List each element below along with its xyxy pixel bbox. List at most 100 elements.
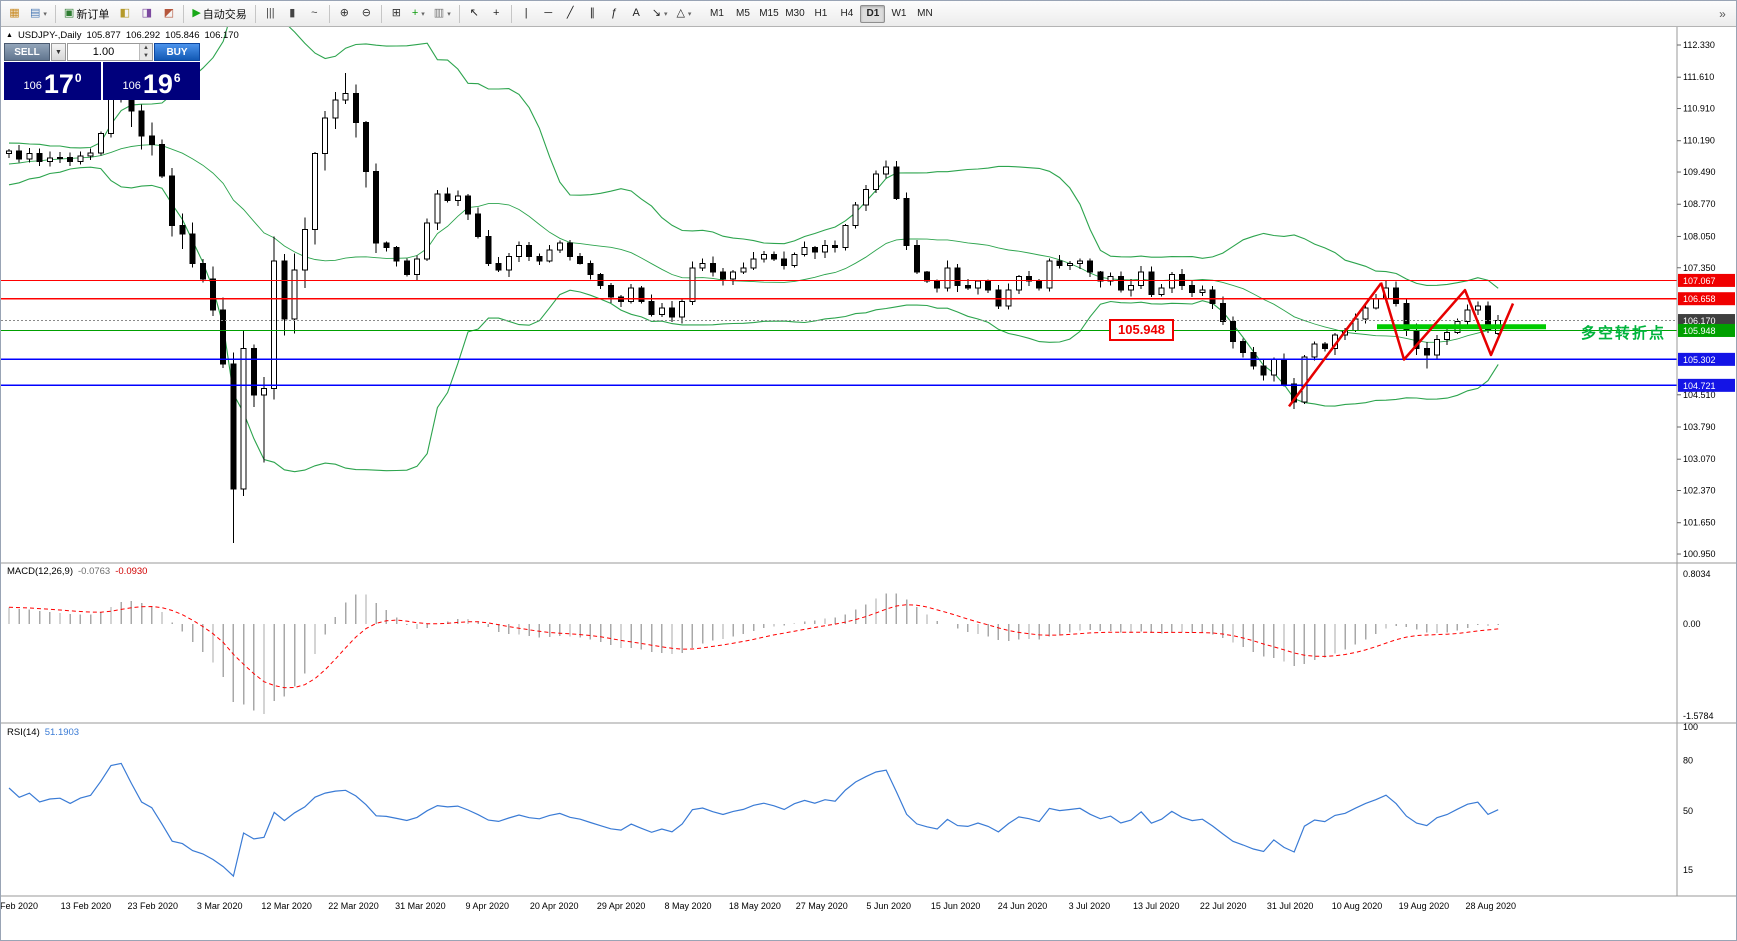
- price-tag: 106.658: [1678, 292, 1735, 306]
- buy-price-button[interactable]: 106 19 6: [103, 62, 200, 100]
- zoom-out-icon[interactable]: ⊖: [361, 7, 371, 19]
- trend-line-object[interactable]: [1287, 282, 1383, 408]
- date-axis-label: 9 Apr 2020: [466, 901, 510, 911]
- rsi-axis-label: 15: [1683, 865, 1693, 875]
- date-axis-label: 22 Jul 2020: [1200, 901, 1247, 911]
- toolbar-separator: [458, 4, 460, 23]
- rsi-axis-label: 50: [1683, 806, 1693, 816]
- price-axis-label: 101.650: [1683, 518, 1716, 528]
- templates-icon[interactable]: ▥ ▾: [433, 7, 451, 19]
- svg-text:107.067: 107.067: [1683, 276, 1716, 286]
- sell-price-button[interactable]: 106 17 0: [4, 62, 101, 100]
- price-axis-label: 110.910: [1683, 104, 1715, 114]
- toolbar-separator: [54, 4, 56, 23]
- timeframe-m15[interactable]: M15: [759, 8, 779, 19]
- ohlc-low: 105.846: [165, 30, 200, 41]
- trend-line-object[interactable]: [1379, 282, 1515, 361]
- shapes-icon[interactable]: △ ▾: [676, 7, 692, 19]
- price-axis-label: 104.510: [1683, 390, 1716, 400]
- timeframe-mn[interactable]: MN: [917, 8, 933, 19]
- macd-axis-label: 0.00: [1683, 619, 1701, 629]
- toolbar-separator: [254, 4, 256, 23]
- svg-text:104.721: 104.721: [1683, 381, 1716, 391]
- ohlc-open: 105.877: [86, 30, 121, 41]
- crosshair-icon[interactable]: +: [493, 7, 500, 19]
- timeframe-m30[interactable]: M30: [785, 8, 805, 19]
- price-axis-label: 100.950: [1683, 549, 1716, 559]
- timeframe-m5[interactable]: M5: [735, 8, 750, 19]
- timeframe-h4[interactable]: H4: [840, 8, 854, 19]
- rsi-axis-label: 80: [1683, 756, 1693, 766]
- date-axis-label: 10 Aug 2020: [1332, 901, 1383, 911]
- date-axis-label: 20 Apr 2020: [530, 901, 579, 911]
- trendline-icon[interactable]: ╱: [566, 7, 574, 19]
- sell-price-frac: 0: [74, 71, 82, 85]
- buy-button[interactable]: BUY: [154, 43, 200, 61]
- price-tag: 107.067: [1678, 273, 1735, 287]
- sell-button[interactable]: SELL: [4, 43, 50, 61]
- date-axis-label: 12 Mar 2020: [261, 901, 312, 911]
- chart-canvas[interactable]: 112.330 111.610 110.910 110.190 109.490 108.7…: [1, 27, 1737, 941]
- channel-icon[interactable]: ∥: [589, 7, 595, 19]
- timeframe-h1[interactable]: H1: [814, 8, 828, 19]
- timeframe-d1[interactable]: D1: [860, 4, 886, 23]
- new-order-button[interactable]: ▣ 新订单: [63, 7, 110, 21]
- lot-increment-button[interactable]: ▲: [140, 44, 152, 52]
- price-axis-label: 103.790: [1683, 422, 1716, 432]
- line-chart-icon[interactable]: ~: [311, 7, 318, 19]
- toolbar-separator: [328, 4, 330, 23]
- macd-name: MACD(12,26,9): [7, 566, 73, 577]
- data-window-icon[interactable]: ◨: [141, 7, 153, 19]
- price-note-label[interactable]: 105.948: [1109, 319, 1174, 342]
- candlestick-icon[interactable]: ▮: [289, 7, 296, 19]
- toolbar-separator: [510, 4, 512, 23]
- lot-stepper: ▲ ▼: [139, 44, 152, 60]
- zoom-in-icon[interactable]: ⊕: [339, 7, 349, 19]
- date-axis-label: 22 Mar 2020: [328, 901, 379, 911]
- tile-windows-icon[interactable]: ⊞: [391, 7, 401, 19]
- buy-price-whole: 106: [122, 80, 141, 92]
- profiles-icon[interactable]: ▤ ▾: [30, 7, 47, 19]
- market-watch-icon[interactable]: ◧: [119, 7, 131, 19]
- horizontal-line-icon[interactable]: ─: [544, 7, 553, 19]
- lot-input[interactable]: [68, 44, 139, 60]
- timeframe-m1[interactable]: M1: [709, 8, 724, 19]
- lot-decrement-button[interactable]: ▼: [140, 52, 152, 60]
- time-axis[interactable]: Feb 2020 13 Feb 2020 23 Feb 2020 3 Mar 2020…: [1, 901, 1516, 911]
- toolbar-separator: [183, 4, 185, 23]
- rsi-axis-label: 100: [1683, 722, 1698, 732]
- timeframe-w1[interactable]: W1: [891, 8, 907, 19]
- new-chart-icon[interactable]: ▦: [9, 7, 20, 19]
- date-axis-label: 19 Aug 2020: [1399, 901, 1450, 911]
- toolbar: ▦ ▤ ▾ ▣ 新订单 ◧ ◨ ◩ ▶ 自动交易 ||| ▮ ~ ⊕ ⊖ ⊞ + ▾ ▥ ▾ ↖ + | ─ ╱ ∥ ƒ A ↘ ▾ △ ▾ M…: [1, 1, 1736, 27]
- navigator-icon[interactable]: ◩: [163, 7, 175, 19]
- rsi-value: 51.1903: [44, 727, 80, 738]
- toolbar-overflow-icon[interactable]: »: [1719, 6, 1726, 21]
- date-axis-label: 13 Feb 2020: [61, 901, 112, 911]
- price-axis-label: 109.490: [1683, 167, 1716, 177]
- price-axis[interactable]: 112.330 111.610 110.910 110.190 109.490 108.7…: [1677, 40, 1735, 875]
- sell-price-pips: 17: [43, 69, 74, 100]
- bar-chart-icon[interactable]: |||: [266, 7, 275, 19]
- bollinger-lower-band: [8, 166, 1499, 473]
- order-type-dropdown[interactable]: ▼: [51, 43, 66, 61]
- date-axis-label: 23 Feb 2020: [128, 901, 179, 911]
- date-axis-label: Feb 2020: [1, 901, 38, 911]
- vertical-line-icon[interactable]: |: [524, 7, 528, 19]
- arrows-icon[interactable]: ↘ ▾: [651, 7, 668, 19]
- toolbar-separator: [380, 4, 382, 23]
- turning-point-label[interactable]: 多空转折点: [1581, 325, 1667, 343]
- fibonacci-icon[interactable]: ƒ: [611, 7, 618, 19]
- chart-symbol-info: ▲ USDJPY-,Daily 105.877 106.292 105.846 …: [6, 30, 239, 41]
- price-axis-label: 110.190: [1683, 136, 1715, 146]
- text-icon[interactable]: A: [632, 7, 640, 19]
- bollinger-upper-band: [8, 27, 1499, 289]
- indicators-icon[interactable]: + ▾: [411, 7, 425, 19]
- macd-histogram: [8, 593, 1499, 714]
- autotrading-button[interactable]: ▶ 自动交易: [192, 7, 247, 21]
- svg-text:106.170: 106.170: [1683, 316, 1716, 326]
- one-click-trading-panel: SELL ▼ ▲ ▼ BUY 106 17 0 106 19 6: [4, 43, 200, 100]
- date-axis-label: 8 May 2020: [664, 901, 711, 911]
- oneclick-collapse-toggle[interactable]: ▲: [6, 32, 13, 39]
- cursor-icon[interactable]: ↖: [469, 7, 479, 19]
